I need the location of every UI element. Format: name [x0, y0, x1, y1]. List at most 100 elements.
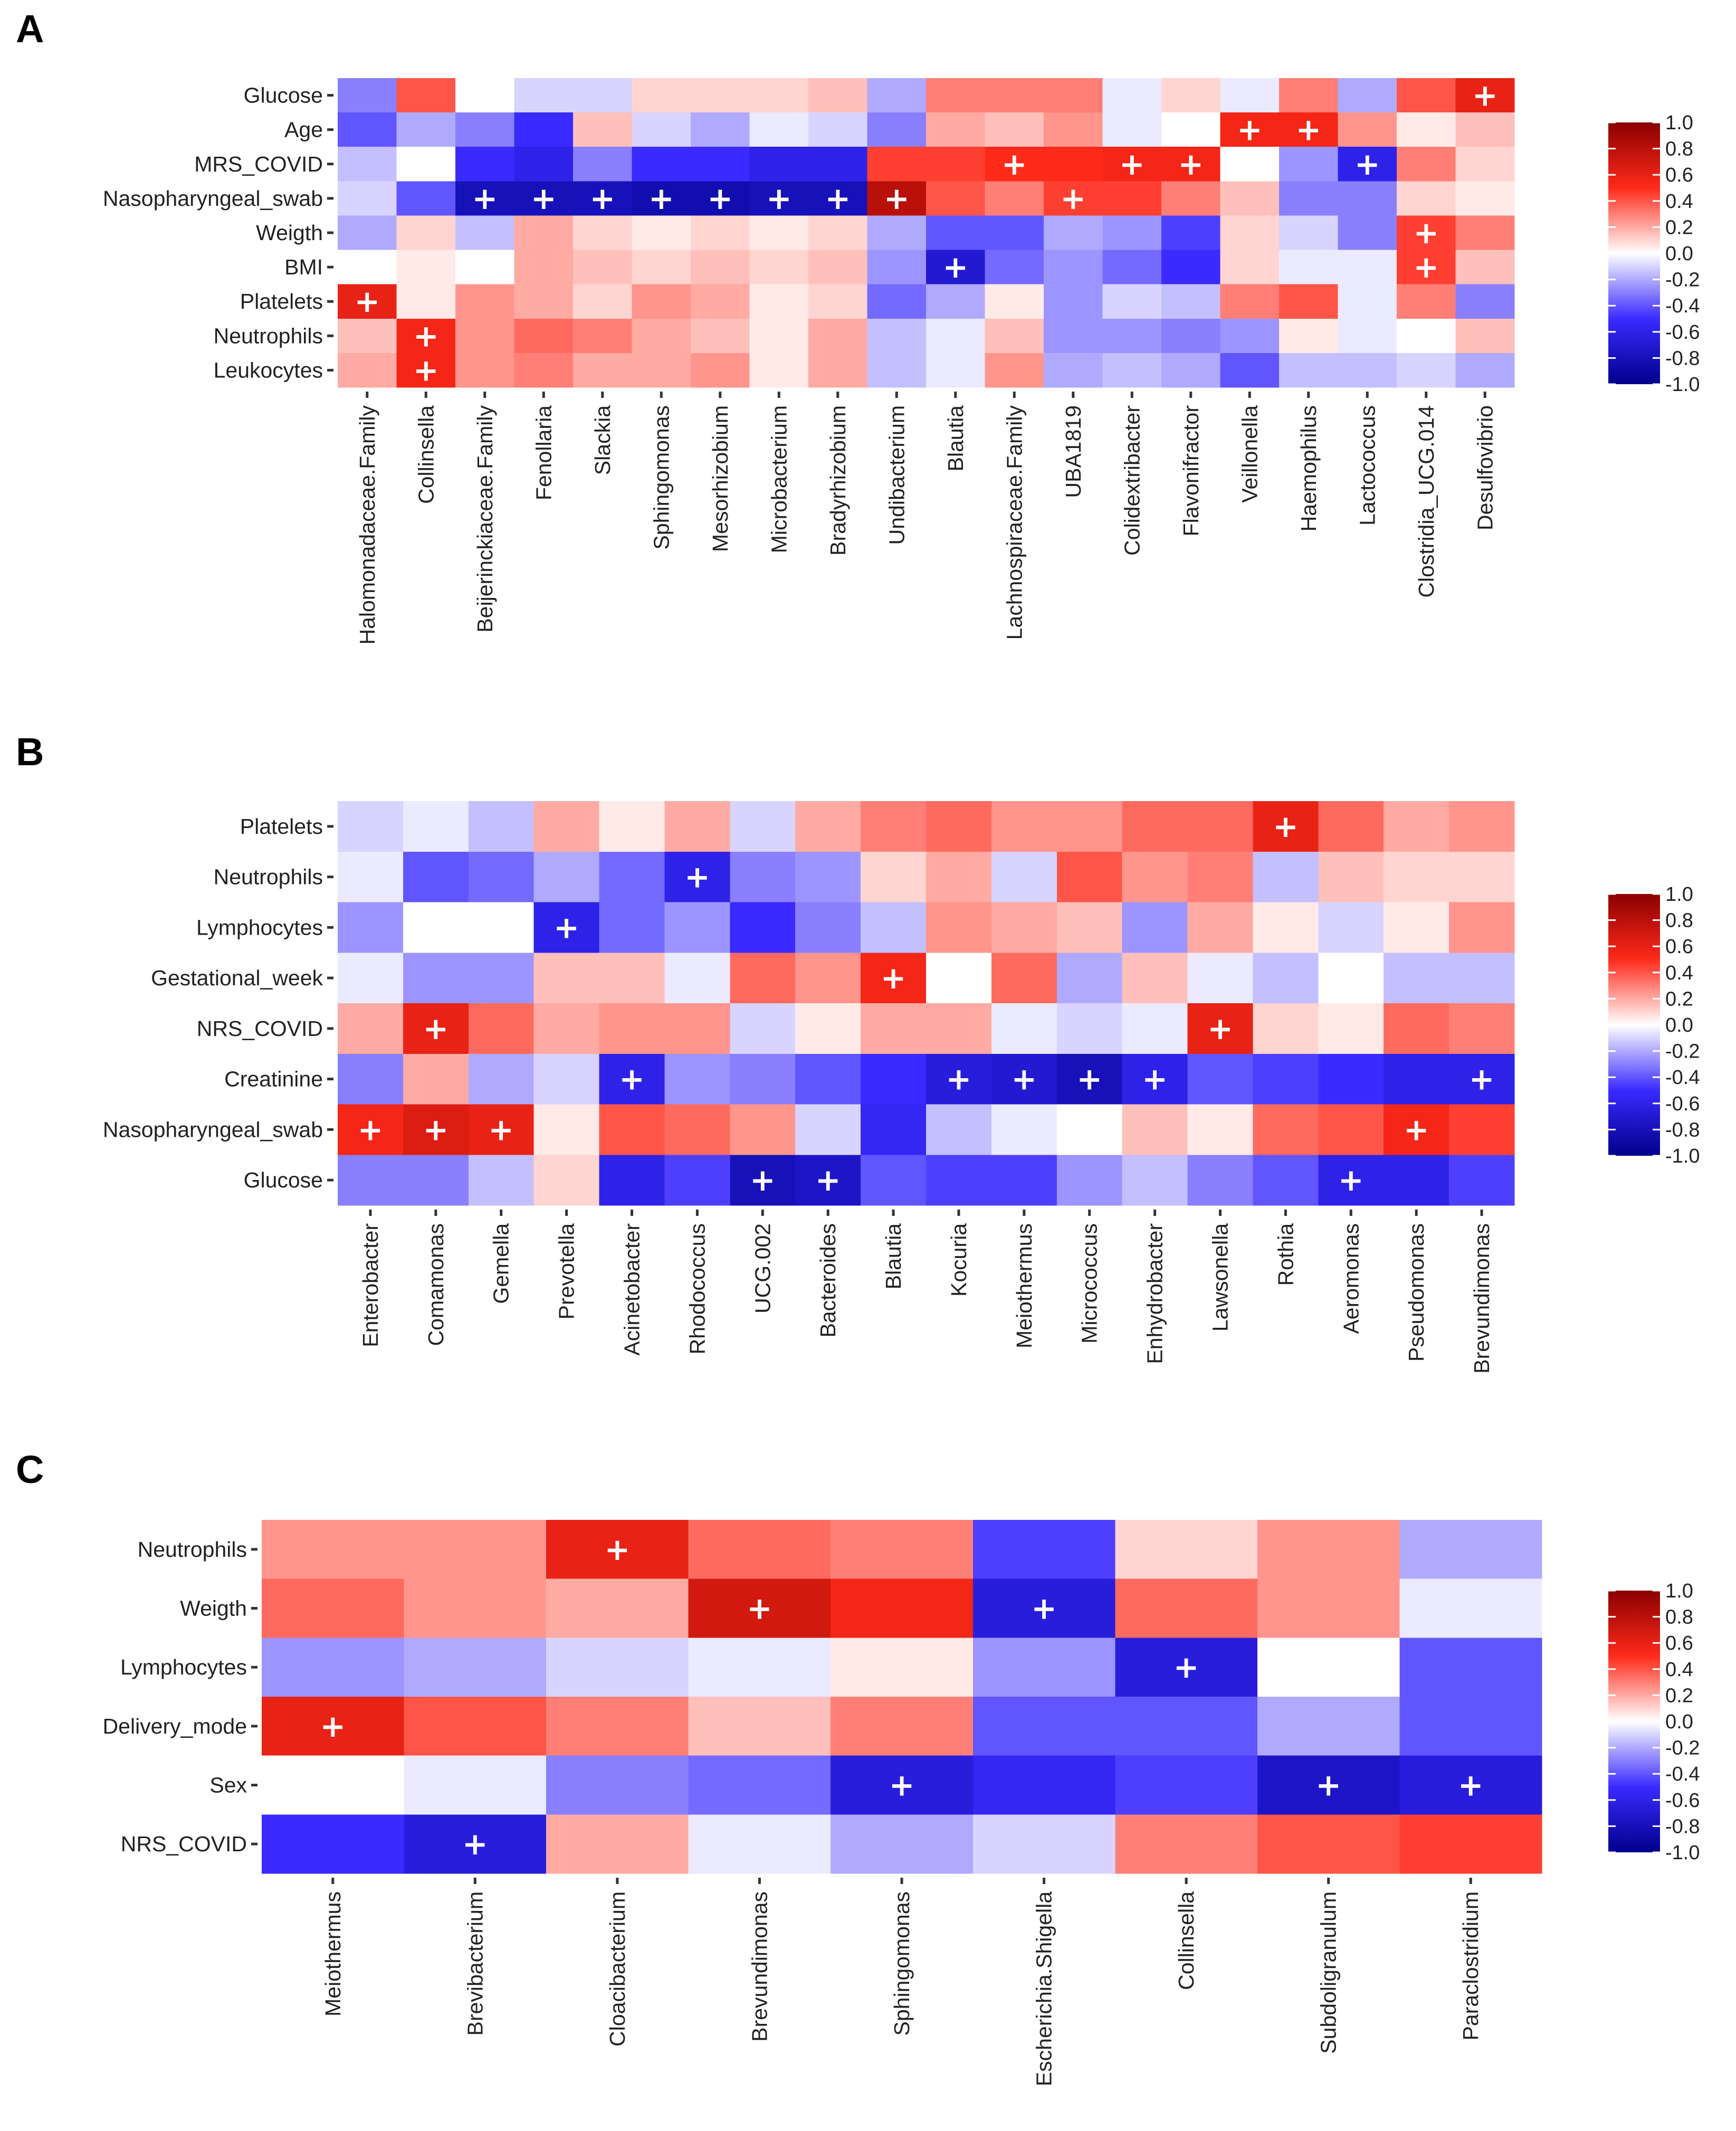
- heatmap-cell: [1455, 318, 1515, 354]
- heatmap-cell: [1044, 318, 1103, 354]
- heatmap-cell: [1187, 1155, 1254, 1206]
- heatmap-cell: [455, 284, 515, 319]
- row-label: Nasopharyngeal_swab: [103, 186, 323, 211]
- legend-tick-label: 0.6: [1665, 164, 1693, 186]
- heatmap-cell: [1220, 147, 1280, 182]
- significance-marker: +: [472, 180, 498, 216]
- heatmap-cell: [1279, 181, 1339, 216]
- heatmap-cell: [730, 1104, 796, 1155]
- heatmap-cell: [632, 181, 691, 216]
- heatmap-panel-b: B + + + + + + + + + + + + + + + + + + + Platelets Neutrophils…: [16, 730, 1700, 1374]
- heatmap-cell: [867, 215, 927, 251]
- legend-tick-label: -0.8: [1665, 1119, 1700, 1141]
- heatmap-cell: [1384, 1053, 1449, 1105]
- heatmap-cell: [514, 112, 574, 147]
- heatmap-cell: [1384, 1003, 1449, 1054]
- significance-marker: +: [1237, 112, 1263, 148]
- heatmap-cell: [338, 353, 397, 388]
- heatmap-cell: [468, 1104, 535, 1155]
- heatmap-cell: [404, 1814, 547, 1874]
- row-label: Neutrophils: [214, 324, 323, 348]
- heatmap-cell: [1279, 147, 1339, 182]
- heatmap-cell: [1318, 1053, 1384, 1105]
- heatmap-cell: [599, 1003, 665, 1054]
- heatmap-cell: [1187, 801, 1254, 852]
- legend-tick-label: 0.0: [1665, 1711, 1693, 1733]
- heatmap-cell: [1455, 147, 1515, 182]
- significance-marker: +: [1355, 146, 1380, 182]
- heatmap-cell: [1399, 1520, 1542, 1580]
- heatmap-cell: [1115, 1578, 1258, 1638]
- heatmap-cell: [1338, 112, 1397, 147]
- heatmap-cell: [455, 112, 515, 147]
- heatmap-cell: [573, 250, 633, 285]
- legend-tick-label: -0.4: [1665, 295, 1700, 317]
- significance-marker: +: [605, 1531, 631, 1567]
- heatmap-cell: [1044, 181, 1103, 216]
- heatmap-cell: [749, 353, 809, 388]
- heatmap-cell: [514, 78, 574, 113]
- heatmap-cell: [1044, 284, 1103, 319]
- heatmap-cell: [926, 1155, 992, 1206]
- significance-marker: +: [320, 1708, 346, 1744]
- heatmap-cell: [867, 147, 927, 182]
- heatmap-cell: [808, 250, 868, 285]
- heatmap-cell: [1161, 78, 1221, 113]
- heatmap-cell: [691, 112, 750, 147]
- heatmap-cell: [1449, 1053, 1515, 1105]
- heatmap-cell: [546, 1520, 689, 1580]
- column-label: Brevundimonas: [747, 1891, 771, 2042]
- heatmap-cell: [599, 1053, 665, 1105]
- heatmap-cell: [396, 284, 456, 319]
- heatmap-cell: [403, 801, 469, 852]
- heatmap-cell: [688, 1814, 831, 1874]
- column-label: Kocuria: [947, 1223, 971, 1297]
- heatmap-cell: [664, 801, 730, 852]
- heatmap-cell: [985, 215, 1044, 251]
- legend-tick-label: -0.6: [1665, 1790, 1700, 1812]
- heatmap-cell: [1257, 1814, 1400, 1874]
- significance-marker: +: [413, 352, 439, 388]
- heatmap-cell: [262, 1755, 405, 1815]
- heatmap-cell: [1122, 851, 1188, 903]
- heatmap-cell: [1449, 1104, 1515, 1155]
- heatmap-cell: [546, 1697, 689, 1756]
- heatmap-cell: [1397, 353, 1456, 388]
- legend-tick-label: 0.6: [1665, 1632, 1693, 1654]
- panel-letter: A: [16, 7, 44, 51]
- heatmap-cell: [795, 1104, 861, 1155]
- significance-marker: +: [750, 1162, 776, 1198]
- column-label: Haemophilus: [1296, 405, 1321, 531]
- heatmap-cell: [514, 353, 574, 388]
- heatmap-cell: [861, 1003, 927, 1054]
- heatmap-cell: [1187, 1053, 1254, 1105]
- heatmap-cell: [404, 1755, 547, 1815]
- column-label: Gemella: [489, 1223, 513, 1304]
- heatmap-cell: [1399, 1578, 1542, 1638]
- heatmap-cell: [972, 1638, 1115, 1697]
- heatmap-cell: [730, 953, 796, 1004]
- heatmap-cell: [808, 284, 868, 319]
- heatmap-cell: [455, 78, 515, 113]
- heatmap-cell: [599, 851, 665, 903]
- heatmap-cell: [991, 851, 1057, 903]
- significance-marker: +: [1295, 112, 1321, 148]
- heatmap-cell: [338, 215, 397, 251]
- heatmap-cell: [1115, 1814, 1258, 1874]
- legend-tick-label: 1.0: [1665, 1580, 1693, 1602]
- significance-marker: +: [413, 318, 439, 354]
- legend-tick-label: 0.2: [1665, 1685, 1693, 1707]
- heatmap-cell: [338, 1104, 404, 1155]
- heatmap-cell: [1455, 250, 1515, 285]
- significance-marker: +: [1315, 1767, 1341, 1803]
- row-label: Delivery_mode: [103, 1714, 247, 1738]
- row-label: NRS_COVID: [121, 1832, 247, 1856]
- heatmap-cell: [632, 147, 691, 182]
- heatmap-cell: [632, 112, 691, 147]
- heatmap-cell: [1187, 953, 1254, 1004]
- row-label: Lymphocytes: [120, 1655, 247, 1679]
- heatmap-cell: [749, 147, 809, 182]
- heatmap-cell: [795, 851, 861, 903]
- panel-letter: B: [16, 730, 44, 774]
- column-label: Blautia: [881, 1223, 905, 1290]
